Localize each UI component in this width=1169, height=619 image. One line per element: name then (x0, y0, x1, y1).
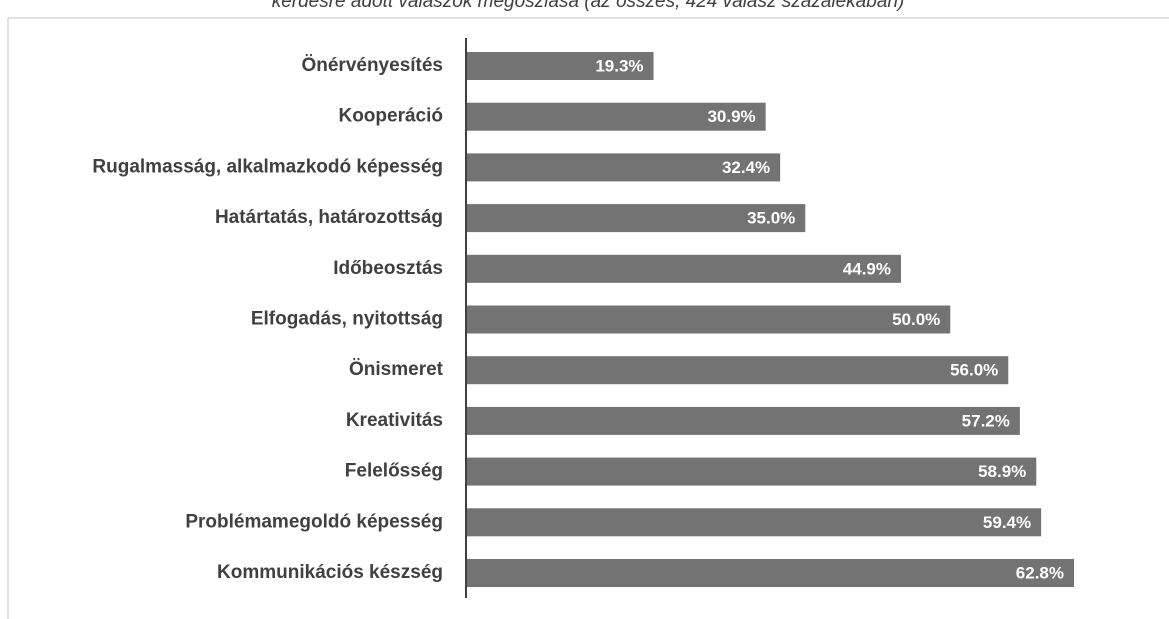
value-label: 50.0% (892, 310, 940, 329)
bar (467, 508, 1042, 537)
value-label: 59.4% (983, 513, 1031, 532)
bar (467, 356, 1009, 385)
bar (467, 305, 951, 334)
value-label: 58.9% (978, 462, 1026, 481)
bar (467, 406, 1020, 435)
value-label: 35.0% (747, 209, 795, 228)
bar (467, 559, 1074, 587)
value-label: 62.8% (1016, 563, 1064, 582)
bar (467, 457, 1037, 486)
category-label: Kommunikációs készség (217, 562, 443, 583)
category-label: Rugalmasság, alkalmazkodó képesség (92, 156, 443, 177)
category-label: Felelősség (345, 461, 443, 482)
value-label: 30.9% (707, 107, 755, 126)
value-label: 56.0% (950, 361, 998, 380)
value-label: 19.3% (595, 56, 643, 75)
bar (467, 254, 901, 283)
category-label: Problémamegoldó képesség (185, 511, 443, 532)
bar (467, 102, 766, 131)
category-label: Kooperáció (338, 106, 443, 127)
category-label: Határtatás, határozottság (215, 207, 443, 228)
category-label: Elfogadás, nyitottság (251, 309, 443, 330)
bar (467, 52, 654, 80)
category-label: Időbeosztás (333, 258, 443, 279)
category-label: Kreativitás (346, 410, 443, 431)
bar (467, 204, 806, 233)
category-label: Önismeret (349, 359, 444, 380)
value-label: 44.9% (843, 259, 891, 278)
value-label: 57.2% (962, 411, 1010, 430)
chart-title: kérdésre adott válaszok megoszlása (az ö… (272, 0, 905, 12)
bar (467, 153, 781, 182)
category-label: Önérvényesítés (301, 55, 443, 76)
value-label: 32.4% (722, 158, 770, 177)
